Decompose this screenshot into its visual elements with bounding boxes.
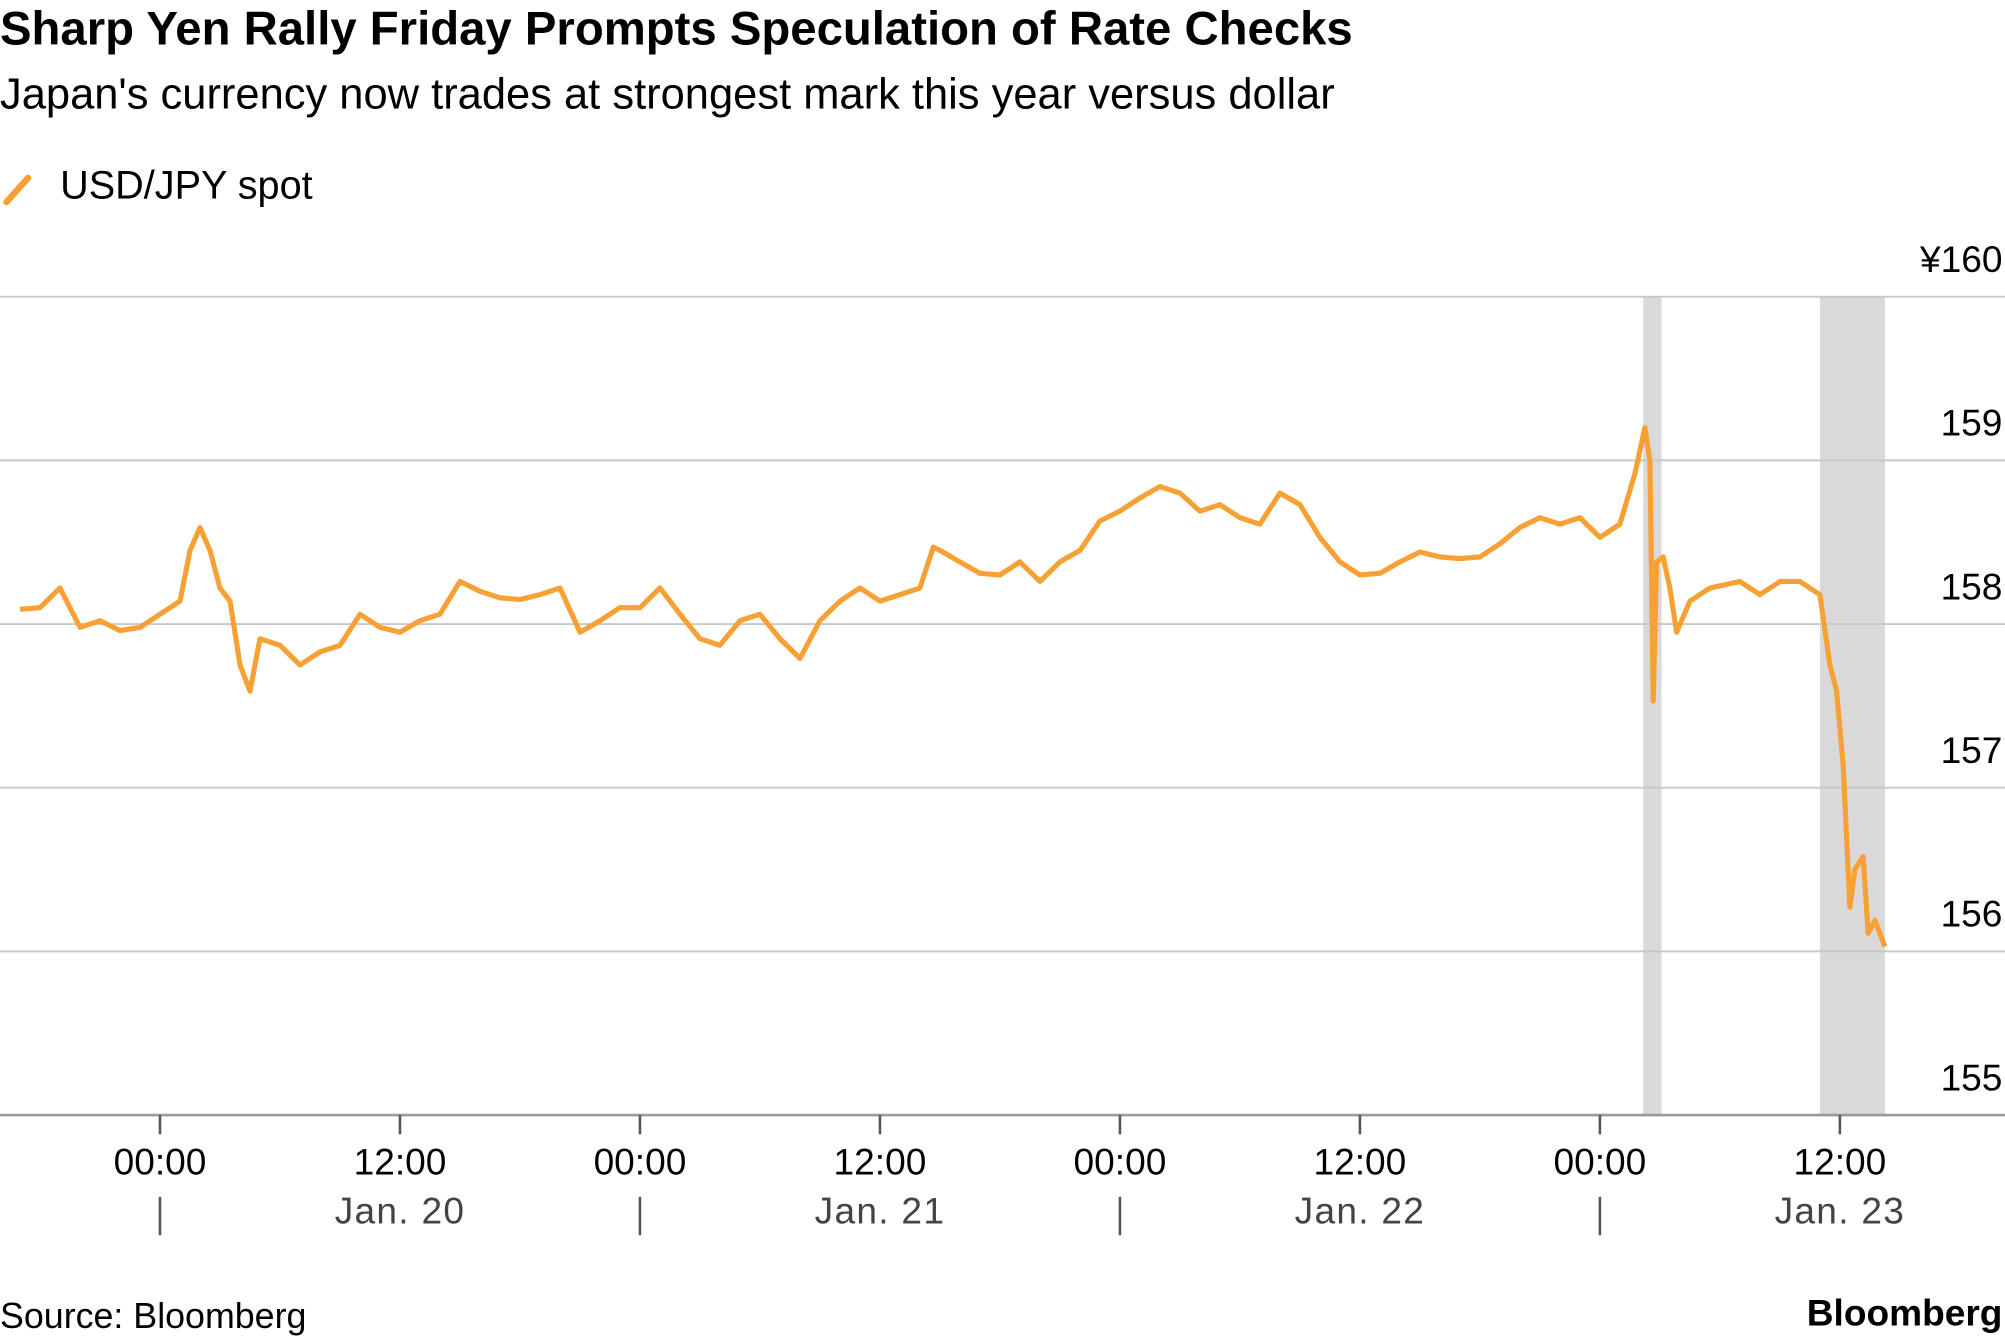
x-tick-label: 12:00 [1314, 1141, 1407, 1183]
x-tick-label: 00:00 [1074, 1141, 1167, 1183]
x-tick-label: 12:00 [354, 1141, 447, 1183]
shaded-region [1643, 296, 1662, 1116]
date-label: Jan. 23 [1775, 1189, 1906, 1231]
legend-swatch [3, 174, 32, 206]
chart-subtitle: Japan's currency now trades at strongest… [0, 71, 1335, 119]
y-tick-label: 155 [1941, 1056, 2003, 1098]
x-tick-label: 00:00 [114, 1141, 207, 1183]
x-tick-label: 00:00 [594, 1141, 687, 1183]
x-tick-label: 12:00 [834, 1141, 927, 1183]
y-tick-label: 156 [1941, 893, 2003, 935]
source: Source: Bloomberg [0, 1296, 306, 1336]
date-label: Jan. 21 [815, 1189, 946, 1231]
brand: Bloomberg [1807, 1292, 2003, 1334]
y-tick-label: 159 [1941, 402, 2003, 444]
y-tick-label: ¥160 [1919, 238, 2002, 280]
shaded-region [1819, 296, 1885, 1116]
x-tick-label: 00:00 [1554, 1141, 1647, 1183]
x-tick-label: 12:00 [1793, 1141, 1886, 1183]
date-label: Jan. 20 [335, 1189, 466, 1231]
chart-title: Sharp Yen Rally Friday Prompts Speculati… [0, 3, 1353, 56]
date-label: Jan. 22 [1295, 1189, 1426, 1231]
legend-label: USD/JPY spot [60, 163, 313, 207]
y-tick-label: 157 [1941, 729, 2003, 771]
line-series [19, 425, 1888, 948]
y-tick-label: 158 [1941, 565, 2003, 607]
